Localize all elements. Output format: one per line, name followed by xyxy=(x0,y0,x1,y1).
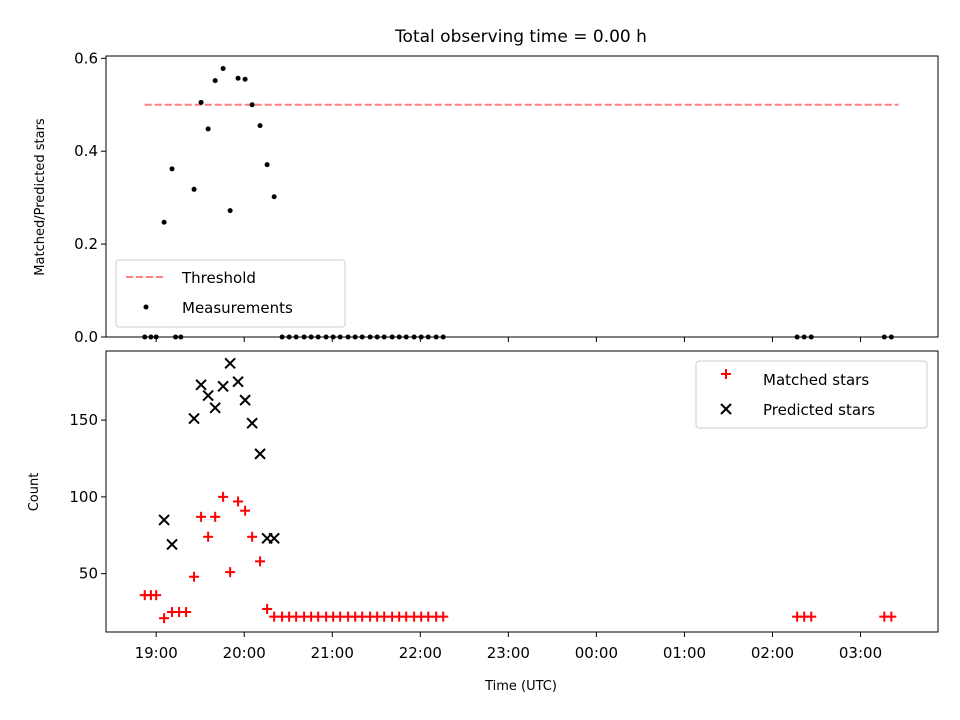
legend-predicted-swatch xyxy=(720,403,732,415)
top-legend: Threshold Measurements xyxy=(115,259,346,328)
matched-stars-point xyxy=(225,567,236,578)
measurement-point xyxy=(242,76,248,82)
legend-matched-swatch xyxy=(721,369,731,379)
predicted-stars-point xyxy=(246,417,258,429)
bottom-xlabel: Time (UTC) xyxy=(484,679,557,694)
legend-threshold-label: Threshold xyxy=(181,269,256,287)
bottom-ylabel: Count xyxy=(27,473,42,512)
matched-stars-point xyxy=(806,611,817,622)
bottom-xtick-label: 22:00 xyxy=(399,644,442,662)
bottom-xtick-label: 00:00 xyxy=(575,644,618,662)
measurement-point xyxy=(169,166,175,172)
predicted-stars-point xyxy=(254,448,266,460)
bottom-xtick-label: 02:00 xyxy=(751,644,794,662)
predicted-stars-point xyxy=(217,380,229,393)
bottom-ytick-label: 100 xyxy=(69,488,98,506)
legend-matched-label: Matched stars xyxy=(763,371,869,389)
predicted-stars-point xyxy=(232,376,244,388)
matched-stars-point xyxy=(247,531,258,542)
top-ytick-label: 0.6 xyxy=(74,49,98,67)
measurement-point xyxy=(227,208,233,214)
matched-stars-point xyxy=(189,571,200,582)
bottom-xtick-label: 03:00 xyxy=(839,644,882,662)
matched-stars-point xyxy=(886,611,897,622)
predicted-stars-point xyxy=(268,532,280,545)
chart-title: Total observing time = 0.00 h xyxy=(394,27,647,47)
legend-predicted-label: Predicted stars xyxy=(763,401,875,419)
legend-measurements-swatch xyxy=(143,304,149,310)
matched-stars-point xyxy=(255,556,266,567)
measurement-point xyxy=(235,75,241,81)
measurement-point xyxy=(264,162,270,168)
bottom-xtick-label: 21:00 xyxy=(311,644,354,662)
measurement-point xyxy=(161,219,167,225)
legend-measurements-label: Measurements xyxy=(182,299,293,317)
measurement-point xyxy=(271,194,277,200)
matched-stars-point xyxy=(218,491,229,502)
top-ytick-label: 0.4 xyxy=(74,142,98,160)
predicted-stars-point xyxy=(209,402,221,414)
bottom-panel-count-plot: 50 100 150 19:00 20:00 21:00 22:00 23:00 00:00 01… xyxy=(27,350,939,694)
predicted-stars-point xyxy=(158,514,170,526)
predicted-stars-point xyxy=(166,538,178,551)
matched-stars-point xyxy=(159,613,170,624)
top-panel-ratio-plot: 0.0 0.2 0.4 0.6 Matched/Predicted stars Thr… xyxy=(33,49,939,346)
predicted-stars-point xyxy=(239,394,251,406)
matched-stars-point xyxy=(151,590,162,601)
top-panel-frame xyxy=(105,55,939,338)
matched-stars-point xyxy=(438,611,449,622)
measurement-point xyxy=(205,126,211,132)
measurement-point xyxy=(198,99,204,105)
predicted-stars-point xyxy=(202,389,214,402)
matched-stars-point xyxy=(233,496,244,507)
top-ytick-label: 0.0 xyxy=(74,328,98,346)
bottom-xtick-label: 01:00 xyxy=(663,644,706,662)
bottom-panel-frame xyxy=(105,350,939,633)
matched-stars-point xyxy=(203,531,214,542)
top-ytick-label: 0.2 xyxy=(74,235,98,253)
bottom-ytick-label: 50 xyxy=(79,565,98,583)
matched-stars-point xyxy=(181,607,192,618)
bottom-ytick-label: 150 xyxy=(69,411,98,429)
bottom-xtick-label: 23:00 xyxy=(487,644,530,662)
top-ylabel: Matched/Predicted stars xyxy=(33,118,48,276)
bottom-legend: Matched stars Predicted stars xyxy=(695,360,928,429)
bottom-xtick-label: 19:00 xyxy=(135,644,178,662)
predicted-stars-point xyxy=(188,412,200,425)
matched-stars-point xyxy=(196,511,207,522)
measurement-point xyxy=(220,66,226,72)
predicted-stars-point xyxy=(195,379,207,391)
matched-stars-point xyxy=(262,603,273,614)
measurement-point xyxy=(257,123,263,129)
measurement-point xyxy=(191,186,197,192)
matched-stars-point xyxy=(210,511,221,522)
bottom-xtick-label: 20:00 xyxy=(223,644,266,662)
measurement-point xyxy=(249,102,255,108)
measurement-point xyxy=(212,78,218,84)
matched-stars-point xyxy=(240,505,251,516)
predicted-stars-point xyxy=(224,357,236,369)
